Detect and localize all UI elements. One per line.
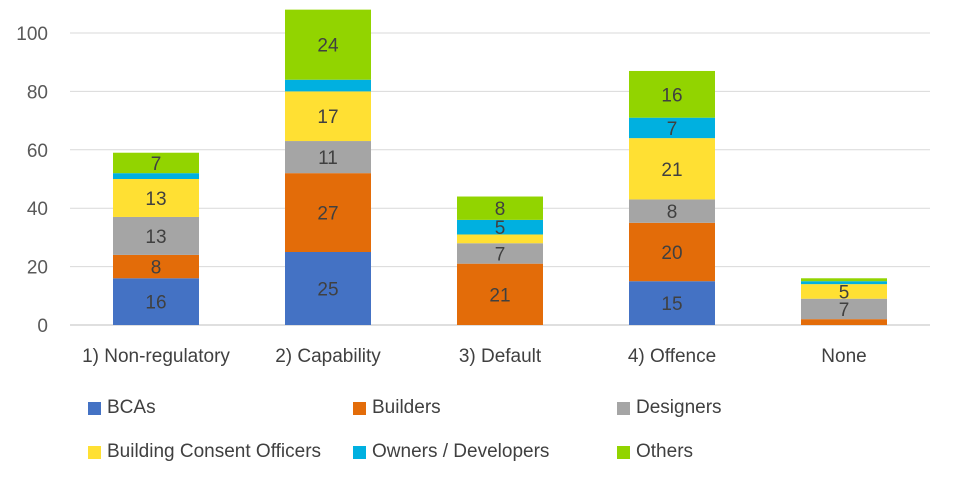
- y-tick-label: 80: [27, 82, 48, 103]
- bar-segment: [629, 70, 715, 118]
- x-tick-label: None: [821, 346, 866, 367]
- bar-segment: [285, 252, 371, 325]
- data-label: 5: [839, 282, 850, 303]
- x-tick-label: 3) Default: [459, 346, 542, 367]
- data-label: 16: [661, 85, 682, 106]
- bar-segment: [801, 319, 887, 325]
- bar-segment: [113, 278, 199, 325]
- data-label: 20: [661, 243, 682, 264]
- bar-segment: [285, 79, 371, 92]
- bar-segment: [629, 281, 715, 325]
- data-label: 7: [667, 119, 678, 140]
- bar-segment: [457, 196, 543, 220]
- data-label: 27: [317, 204, 338, 225]
- data-label: 5: [495, 218, 506, 239]
- bar-segment: [629, 138, 715, 200]
- data-label: 17: [317, 107, 338, 128]
- bar-segment: [285, 141, 371, 174]
- y-tick-label: 20: [27, 258, 48, 279]
- bar-segment: [113, 179, 199, 217]
- data-label: 7: [495, 244, 506, 265]
- data-label: 7: [151, 154, 162, 175]
- data-label: 24: [317, 36, 339, 57]
- bar-segment: [629, 199, 715, 223]
- data-label: 13: [145, 189, 166, 210]
- bar-segment: [285, 173, 371, 252]
- y-tick-label: 100: [16, 24, 48, 45]
- data-label: 8: [495, 199, 506, 220]
- bar-segment: [801, 298, 887, 320]
- x-axis-tick-labels: 1) Non-regulatory 2) Capability 3) Default…: [82, 346, 867, 367]
- data-label: 8: [667, 202, 678, 223]
- bar-segment: [629, 117, 715, 139]
- data-label: 11: [318, 148, 338, 169]
- data-label: 16: [145, 293, 166, 314]
- y-axis-tick-labels: 0 20 40 60 80 100: [16, 24, 48, 337]
- bar-segment: [457, 219, 543, 235]
- bar-segment: [457, 243, 543, 264]
- bar-segment: [801, 278, 887, 282]
- bar-segment: [801, 284, 887, 299]
- bar-segment: [113, 173, 199, 179]
- bar-segment: [285, 9, 371, 80]
- bar-segment: [113, 152, 199, 174]
- y-tick-label: 40: [27, 199, 48, 220]
- bar-segment: [457, 263, 543, 325]
- data-label: 8: [151, 258, 162, 279]
- data-label: 21: [489, 285, 510, 306]
- bar-segment: [801, 281, 887, 285]
- bar-segment: [629, 222, 715, 282]
- y-tick-label: 60: [27, 141, 48, 162]
- bar-segment: [113, 216, 199, 255]
- data-label: 15: [661, 294, 682, 315]
- x-tick-label: 2) Capability: [275, 346, 381, 367]
- data-label: 25: [317, 280, 338, 301]
- bar-segment: [113, 254, 199, 279]
- data-label: 21: [661, 160, 682, 181]
- bar-segment: [285, 91, 371, 142]
- bar-segment: [457, 234, 543, 244]
- x-tick-label: 1) Non-regulatory: [82, 346, 230, 367]
- data-label: 13: [145, 227, 166, 248]
- y-tick-label: 0: [37, 316, 48, 337]
- x-tick-label: 4) Offence: [628, 346, 716, 367]
- data-label: 7: [839, 300, 850, 321]
